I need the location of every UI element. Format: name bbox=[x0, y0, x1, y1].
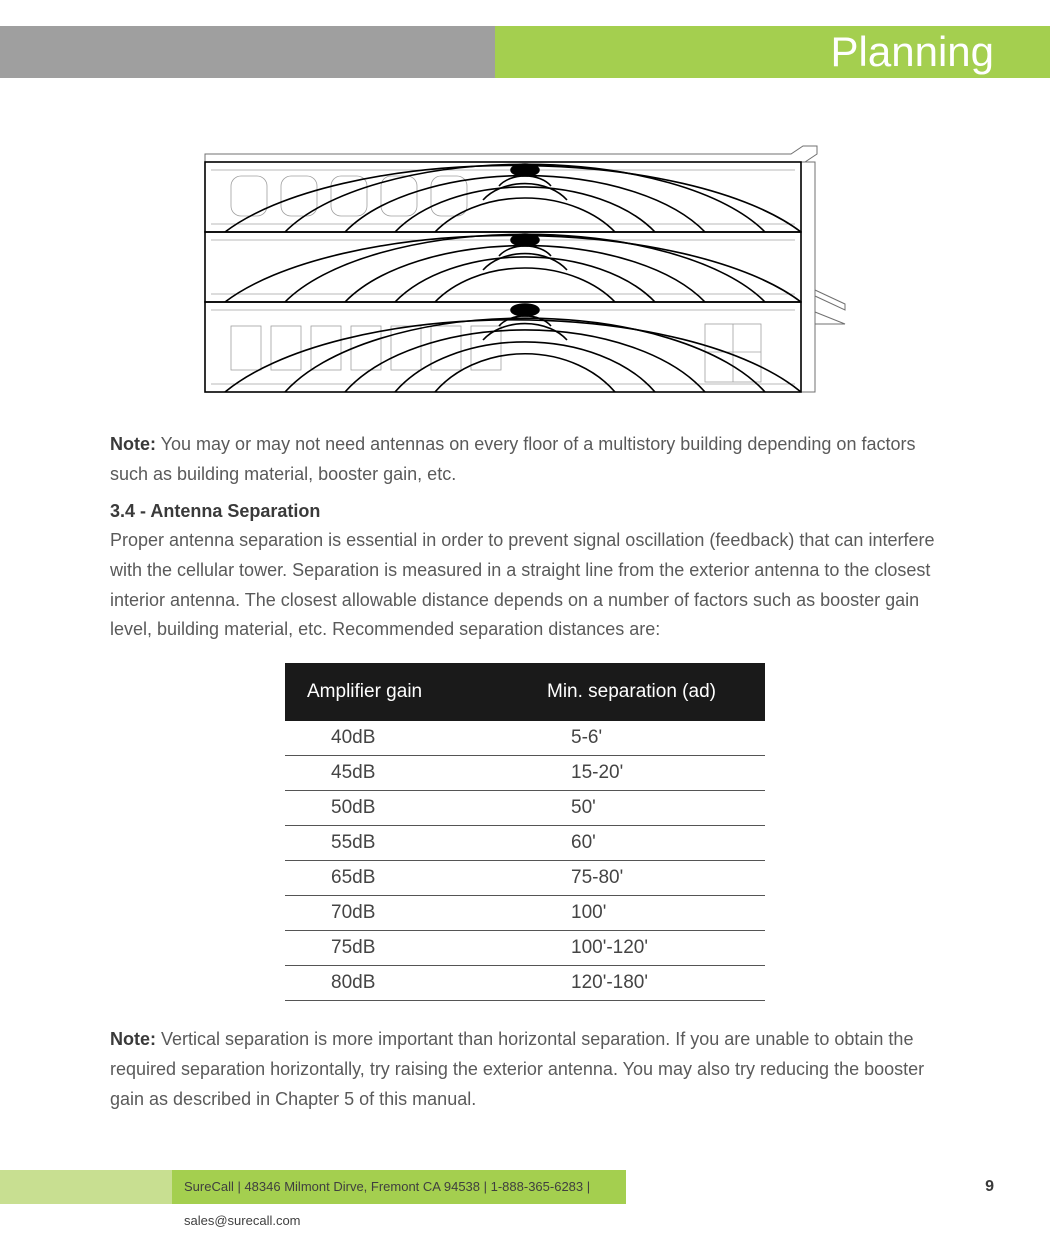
cell: 75dB bbox=[285, 931, 525, 966]
note-2-label: Note: bbox=[110, 1029, 156, 1049]
footer-text: SureCall | 48346 Milmont Dirve, Fremont … bbox=[172, 1170, 626, 1204]
cell: 5-6' bbox=[525, 721, 765, 756]
header-grey-band bbox=[0, 26, 495, 78]
table-row: 65dB75-80' bbox=[285, 861, 765, 896]
separation-table: Amplifier gain Min. separation (ad) 40dB… bbox=[285, 663, 765, 1001]
table-row: 75dB100'-120' bbox=[285, 931, 765, 966]
cell: 100'-120' bbox=[525, 931, 765, 966]
cell: 80dB bbox=[285, 966, 525, 1001]
cell: 120'-180' bbox=[525, 966, 765, 1001]
note-2-text: Vertical separation is more important th… bbox=[110, 1029, 924, 1108]
note-1-label: Note: bbox=[110, 434, 156, 454]
page-content: Note: You may or may not need antennas o… bbox=[110, 140, 940, 1126]
cell: 50' bbox=[525, 791, 765, 826]
table-row: 55dB60' bbox=[285, 826, 765, 861]
table-row: 45dB15-20' bbox=[285, 756, 765, 791]
cell: 15-20' bbox=[525, 756, 765, 791]
cell: 55dB bbox=[285, 826, 525, 861]
footer-left-block bbox=[0, 1170, 172, 1204]
cell: 100' bbox=[525, 896, 765, 931]
header-title: Planning bbox=[495, 26, 1050, 78]
cell: 75-80' bbox=[525, 861, 765, 896]
table-row: 80dB120'-180' bbox=[285, 966, 765, 1001]
table-row: 40dB5-6' bbox=[285, 721, 765, 756]
note-1: Note: You may or may not need antennas o… bbox=[110, 430, 940, 489]
table-col-0: Amplifier gain bbox=[285, 663, 525, 721]
note-1-text: You may or may not need antennas on ever… bbox=[110, 434, 915, 484]
section-heading: 3.4 - Antenna Separation bbox=[110, 501, 940, 522]
cell: 70dB bbox=[285, 896, 525, 931]
cell: 65dB bbox=[285, 861, 525, 896]
table-col-1: Min. separation (ad) bbox=[525, 663, 765, 721]
cell: 45dB bbox=[285, 756, 525, 791]
table-row: 50dB50' bbox=[285, 791, 765, 826]
table-row: 70dB100' bbox=[285, 896, 765, 931]
page-footer: SureCall | 48346 Milmont Dirve, Fremont … bbox=[0, 1170, 1050, 1204]
building-svg bbox=[185, 140, 865, 400]
table-header-row: Amplifier gain Min. separation (ad) bbox=[285, 663, 765, 721]
section-text: Proper antenna separation is essential i… bbox=[110, 526, 940, 645]
table-body: 40dB5-6' 45dB15-20' 50dB50' 55dB60' 65dB… bbox=[285, 721, 765, 1001]
building-diagram bbox=[185, 140, 865, 400]
cell: 40dB bbox=[285, 721, 525, 756]
cell: 50dB bbox=[285, 791, 525, 826]
cell: 60' bbox=[525, 826, 765, 861]
page-number: 9 bbox=[985, 1178, 994, 1196]
note-2: Note: Vertical separation is more import… bbox=[110, 1025, 940, 1114]
